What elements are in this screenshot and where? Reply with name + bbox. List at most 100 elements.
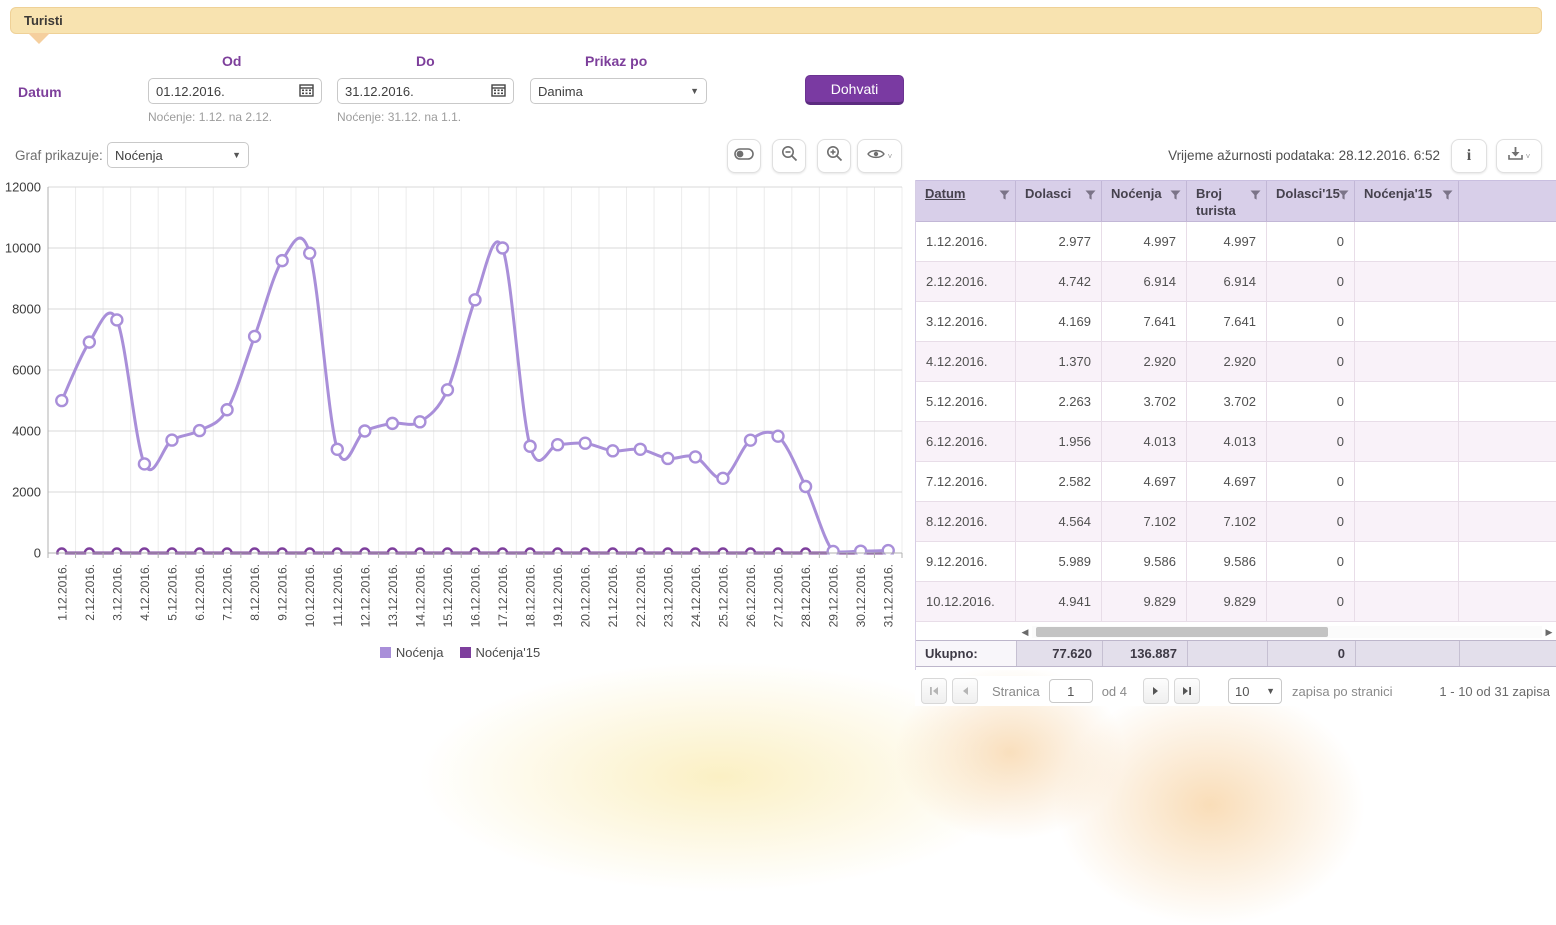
- table-row[interactable]: 10.12.2016.4.9419.8299.8290: [916, 582, 1556, 622]
- chevron-down-icon: ▼: [1260, 686, 1275, 696]
- svg-text:10000: 10000: [5, 241, 41, 256]
- total-cell-filler: [1459, 641, 1556, 666]
- table-header-row: DatumDolasciNoćenjaBroj turistaDolasci'1…: [916, 180, 1556, 222]
- zoom-in-button[interactable]: [817, 139, 851, 173]
- svg-text:4.12.2016.: 4.12.2016.: [138, 564, 152, 621]
- export-download-button[interactable]: ˅: [1496, 139, 1542, 173]
- cell: 3.702: [1102, 382, 1187, 421]
- first-page-button[interactable]: [921, 678, 947, 704]
- tab-turisti[interactable]: Turisti: [10, 7, 1542, 34]
- column-header-2[interactable]: Noćenja: [1102, 181, 1187, 221]
- cell: 0: [1267, 422, 1355, 461]
- svg-text:6000: 6000: [12, 363, 41, 378]
- graf-series-dropdown[interactable]: Noćenja ▼: [107, 142, 249, 168]
- cell: [1355, 342, 1459, 381]
- download-icon: [1508, 146, 1523, 166]
- zoom-out-button[interactable]: [772, 139, 806, 173]
- zoom-out-icon: [781, 145, 798, 167]
- svg-text:5.12.2016.: 5.12.2016.: [165, 564, 179, 621]
- zoom-in-icon: [826, 145, 843, 167]
- cell: 2.920: [1102, 342, 1187, 381]
- total-cell: [1187, 641, 1267, 666]
- scroll-right-icon[interactable]: ▶: [1542, 627, 1556, 638]
- cell: 4.564: [1016, 502, 1102, 541]
- legend-item[interactable]: Noćenja'15: [460, 645, 541, 660]
- table-row[interactable]: 8.12.2016.4.5647.1027.1020: [916, 502, 1556, 542]
- scrollbar-thumb[interactable]: [1036, 627, 1328, 637]
- cell: 4.697: [1187, 462, 1267, 501]
- svg-text:28.12.2016.: 28.12.2016.: [799, 564, 813, 627]
- filter-icon[interactable]: [1250, 190, 1261, 201]
- cell: 4.997: [1102, 222, 1187, 261]
- column-header-4[interactable]: Dolasci'15: [1267, 181, 1355, 221]
- prikaz-po-dropdown[interactable]: Danima ▼: [530, 78, 707, 104]
- cell: [1355, 262, 1459, 301]
- table-row[interactable]: 4.12.2016.1.3702.9202.9200: [916, 342, 1556, 382]
- visibility-dropdown-button[interactable]: ˅: [857, 139, 902, 173]
- svg-text:31.12.2016.: 31.12.2016.: [882, 564, 896, 627]
- date-from-note: Noćenje: 1.12. na 2.12.: [148, 110, 272, 124]
- cell: 9.829: [1187, 582, 1267, 621]
- info-button[interactable]: i: [1451, 139, 1487, 173]
- dohvati-button[interactable]: Dohvati: [805, 75, 904, 105]
- column-header-filler: [1459, 181, 1556, 221]
- date-to-note: Noćenje: 31.12. na 1.1.: [337, 110, 461, 124]
- filter-icon[interactable]: [1085, 190, 1096, 201]
- calendar-icon[interactable]: [299, 83, 314, 100]
- legend-item[interactable]: Noćenja: [380, 645, 444, 660]
- chart-legend: Noćenja Noćenja'15: [15, 645, 905, 660]
- next-page-button[interactable]: [1143, 678, 1169, 704]
- table-row[interactable]: 9.12.2016.5.9899.5869.5860: [916, 542, 1556, 582]
- svg-text:22.12.2016.: 22.12.2016.: [634, 564, 648, 627]
- cell: 2.582: [1016, 462, 1102, 501]
- table-row[interactable]: 6.12.2016.1.9564.0134.0130: [916, 422, 1556, 462]
- cell-filler: [1459, 262, 1556, 301]
- filter-icon[interactable]: [999, 190, 1010, 201]
- cell: 4.12.2016.: [916, 342, 1016, 381]
- scroll-left-icon[interactable]: ◀: [1018, 627, 1032, 638]
- totals-row: Ukupno: 77.620136.8870: [916, 640, 1556, 667]
- cell: 1.956: [1016, 422, 1102, 461]
- cell: 4.013: [1102, 422, 1187, 461]
- date-to-input[interactable]: 31.12.2016.: [337, 78, 514, 104]
- svg-text:12000: 12000: [5, 180, 41, 195]
- per-page-dropdown[interactable]: 10 ▼: [1228, 678, 1282, 704]
- last-page-button[interactable]: [1174, 678, 1200, 704]
- page-number-input[interactable]: [1049, 679, 1093, 703]
- cell-filler: [1459, 462, 1556, 501]
- svg-text:2000: 2000: [12, 485, 41, 500]
- table-row[interactable]: 7.12.2016.2.5824.6974.6970: [916, 462, 1556, 502]
- cell: 0: [1267, 582, 1355, 621]
- cell: 0: [1267, 502, 1355, 541]
- date-from-input[interactable]: 01.12.2016.: [148, 78, 322, 104]
- column-header-0[interactable]: Datum: [916, 181, 1016, 221]
- svg-text:24.12.2016.: 24.12.2016.: [689, 564, 703, 627]
- column-header-1[interactable]: Dolasci: [1016, 181, 1102, 221]
- calendar-icon[interactable]: [491, 83, 506, 100]
- scrollbar-track[interactable]: [1032, 626, 1542, 638]
- eye-icon: [867, 147, 885, 165]
- table-row[interactable]: 3.12.2016.4.1697.6417.6410: [916, 302, 1556, 342]
- svg-text:10.12.2016.: 10.12.2016.: [303, 564, 317, 627]
- previous-page-button[interactable]: [952, 678, 978, 704]
- per-page-label: zapisa po stranici: [1292, 684, 1392, 699]
- cell-filler: [1459, 502, 1556, 541]
- cell: 8.12.2016.: [916, 502, 1016, 541]
- svg-text:8.12.2016.: 8.12.2016.: [248, 564, 262, 621]
- pagination-bar: Stranica od 4 10 ▼ zapisa po stranici 1 …: [915, 676, 1556, 706]
- cell-filler: [1459, 542, 1556, 581]
- filter-icon[interactable]: [1170, 190, 1181, 201]
- toggle-view-button[interactable]: [727, 139, 761, 173]
- horizontal-scrollbar[interactable]: ◀ ▶: [916, 624, 1556, 640]
- filter-icon[interactable]: [1338, 190, 1349, 201]
- table-row[interactable]: 1.12.2016.2.9774.9974.9970: [916, 222, 1556, 262]
- column-header-5[interactable]: Noćenja'15: [1355, 181, 1459, 221]
- column-header-3[interactable]: Broj turista: [1187, 181, 1267, 221]
- table-row[interactable]: 2.12.2016.4.7426.9146.9140: [916, 262, 1556, 302]
- cell: 7.641: [1187, 302, 1267, 341]
- total-cell: 77.620: [1016, 641, 1102, 666]
- table-row[interactable]: 5.12.2016.2.2633.7023.7020: [916, 382, 1556, 422]
- graf-series-value: Noćenja: [115, 148, 163, 163]
- svg-text:25.12.2016.: 25.12.2016.: [716, 564, 730, 627]
- filter-icon[interactable]: [1442, 190, 1453, 201]
